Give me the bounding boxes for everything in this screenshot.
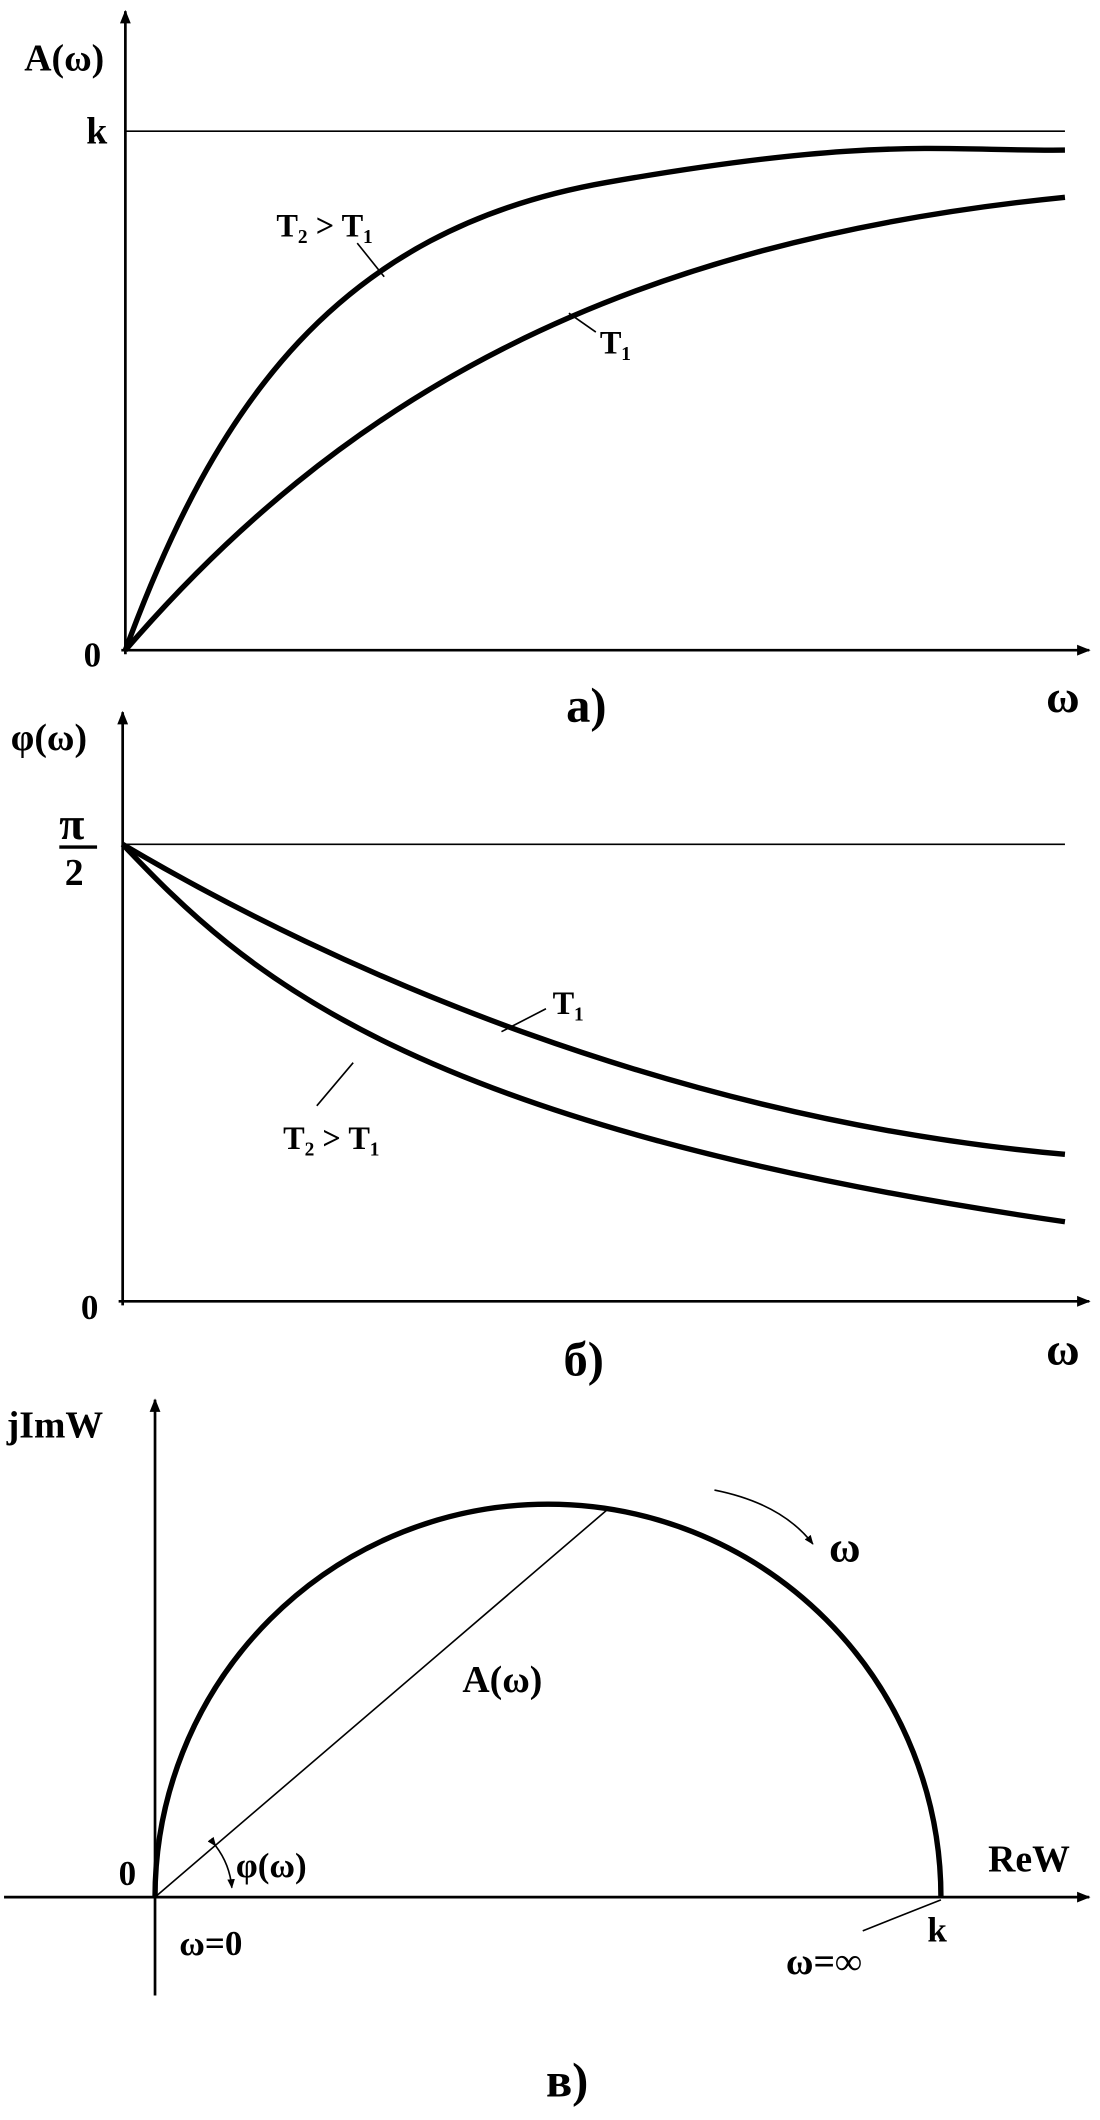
leader xyxy=(316,1062,354,1107)
x-label: ω xyxy=(1046,1324,1079,1375)
curve-label: T₁ xyxy=(553,985,584,1021)
y-label: φ(ω) xyxy=(11,717,87,759)
origin-label: 0 xyxy=(119,1854,137,1893)
angle-arc xyxy=(207,1836,235,1889)
panel-c: jImW ReW 0 ω A(ω) φ(ω) ω=0 ω=∞ k в) xyxy=(4,1398,1091,2108)
y-label: A(ω) xyxy=(24,38,104,80)
k-label: k xyxy=(927,1911,947,1950)
omega-inf-label: ω=∞ xyxy=(786,1941,862,1983)
leader xyxy=(862,1899,942,1932)
radius-vector xyxy=(154,1509,608,1898)
curve-t1 xyxy=(123,194,1066,652)
y-label: jImW xyxy=(6,1404,104,1446)
curve-t2 xyxy=(122,145,1065,652)
caption: б) xyxy=(563,1333,603,1386)
panel-a: A(ω) k 0 ω T₂ > T₁ T₁ а) xyxy=(24,9,1091,733)
radius-label: A(ω) xyxy=(462,1659,542,1701)
curve-t1 xyxy=(121,841,1066,1158)
caption: а) xyxy=(566,680,606,733)
k-label: k xyxy=(86,110,107,152)
curve-t2 xyxy=(120,842,1066,1225)
angle-label: φ(ω) xyxy=(236,1846,307,1885)
x-label: ω xyxy=(1046,671,1079,722)
origin-label: 0 xyxy=(81,1288,99,1327)
omega-arrow xyxy=(714,1489,814,1545)
omega-label: ω xyxy=(829,1524,861,1571)
leader xyxy=(501,1008,547,1033)
omega-zero-label: ω=0 xyxy=(179,1924,242,1963)
origin-label: 0 xyxy=(84,635,102,674)
panel-b: π 2 φ(ω) 0 ω T₁ T₂ > T₁ б) xyxy=(11,710,1091,1386)
curve-label: T₁ xyxy=(600,325,631,361)
hodograph xyxy=(152,1501,944,1898)
leader xyxy=(356,242,385,278)
leader xyxy=(568,312,597,333)
x-label: ReW xyxy=(988,1839,1070,1881)
caption: в) xyxy=(546,2055,588,2108)
curve-label: T₂ > T₁ xyxy=(283,1120,380,1156)
curve-label: T₂ > T₁ xyxy=(276,207,373,243)
pi-label: π xyxy=(59,798,84,849)
two-label: 2 xyxy=(65,852,84,894)
